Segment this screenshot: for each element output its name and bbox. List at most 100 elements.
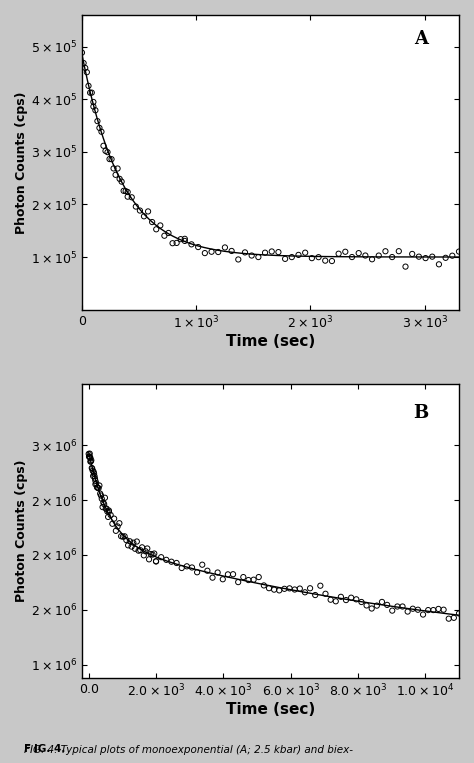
Point (440, 604, 447, 616)
Point (178, 562, 185, 574)
Point (214, 566, 221, 578)
Point (87, 456, 94, 468)
Point (85, 79, 92, 92)
Point (91, 472, 99, 485)
Point (103, 503, 110, 515)
Point (152, 555, 160, 568)
Point (168, 555, 175, 568)
Point (448, 250, 456, 262)
Point (169, 237, 176, 250)
Point (147, 548, 155, 560)
Point (94, 481, 101, 494)
Point (135, 545, 142, 557)
Point (164, 227, 172, 239)
Point (308, 252, 316, 264)
Point (96, 479, 103, 491)
Point (140, 549, 147, 562)
Point (104, 510, 112, 523)
Point (145, 553, 153, 565)
Point (250, 574, 257, 586)
Point (389, 604, 396, 617)
Point (255, 251, 262, 263)
Point (98, 493, 106, 505)
Point (99, 501, 106, 513)
Point (80, 57, 87, 69)
Point (219, 573, 227, 585)
Text: F: F (24, 744, 31, 754)
Point (260, 579, 268, 591)
Point (131, 542, 139, 555)
Point (235, 253, 242, 266)
Point (245, 574, 252, 586)
Point (445, 613, 453, 625)
Point (224, 568, 232, 581)
Point (132, 201, 140, 213)
Point (393, 600, 401, 613)
Point (85, 448, 92, 460)
Point (415, 250, 423, 262)
Point (152, 555, 160, 568)
Point (116, 172, 123, 185)
Point (86, 451, 94, 463)
Point (101, 491, 109, 504)
Point (163, 554, 170, 566)
Point (317, 580, 324, 592)
Point (286, 582, 293, 594)
Point (122, 185, 129, 197)
Point (229, 568, 237, 581)
Point (368, 603, 375, 615)
Point (373, 600, 381, 612)
Point (209, 571, 216, 584)
Point (96, 122, 103, 134)
Point (383, 599, 391, 611)
Point (89, 462, 96, 475)
Point (368, 253, 376, 266)
Point (133, 536, 141, 548)
Point (136, 204, 144, 217)
Point (100, 497, 107, 509)
Point (110, 513, 118, 525)
Point (90, 96, 97, 108)
Point (348, 251, 356, 263)
Point (270, 584, 278, 596)
Point (228, 245, 236, 257)
Point (255, 571, 263, 583)
Point (327, 594, 335, 606)
Point (116, 517, 123, 530)
Point (301, 586, 309, 598)
Text: IG. 4.: IG. 4. (34, 744, 69, 754)
Point (144, 542, 151, 555)
Point (382, 245, 389, 257)
Point (124, 191, 131, 203)
Point (353, 593, 360, 605)
Point (248, 250, 255, 262)
Point (347, 591, 355, 604)
Point (110, 163, 118, 175)
Point (363, 600, 370, 612)
Point (265, 582, 273, 594)
Point (88, 454, 95, 466)
Point (301, 246, 309, 259)
Point (119, 530, 127, 542)
Point (435, 258, 443, 270)
Point (341, 246, 349, 258)
Point (140, 210, 148, 222)
Point (455, 607, 463, 620)
Point (378, 596, 386, 608)
Point (281, 583, 288, 595)
Point (401, 260, 409, 272)
Point (306, 582, 314, 594)
Point (90, 101, 97, 113)
Point (295, 249, 302, 261)
Point (173, 557, 181, 569)
Point (85, 450, 93, 462)
Point (96, 488, 104, 500)
Point (102, 503, 109, 515)
Point (342, 594, 350, 606)
Point (422, 252, 429, 264)
Point (128, 540, 136, 552)
Point (120, 185, 128, 197)
Point (409, 603, 417, 615)
Point (428, 250, 436, 262)
Point (455, 246, 463, 258)
